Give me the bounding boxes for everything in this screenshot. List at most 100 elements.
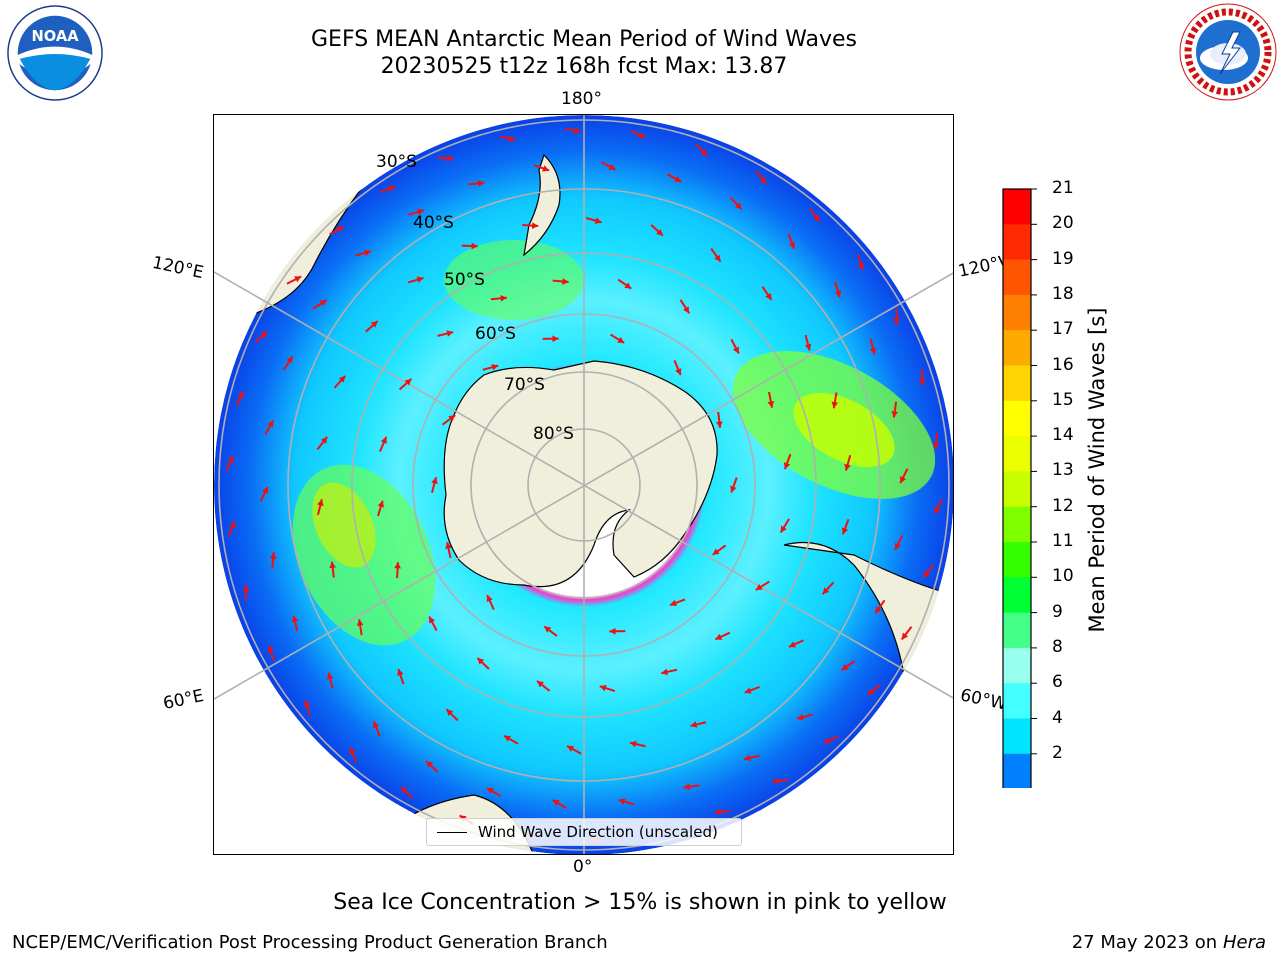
high-period-patch bbox=[793, 393, 895, 467]
polar-map bbox=[214, 115, 953, 854]
wave-arrow-head bbox=[267, 645, 275, 653]
wave-arrow-head bbox=[562, 278, 569, 285]
sea-ice-note: Sea Ice Concentration > 15% is shown in … bbox=[333, 890, 947, 915]
lat-label-80s: 80°S bbox=[533, 424, 574, 444]
wave-arrow-head bbox=[380, 436, 387, 444]
colorbar-segment bbox=[1003, 612, 1031, 649]
wave-arrow-head bbox=[336, 226, 344, 233]
wave-arrow-head bbox=[857, 263, 865, 270]
wave-arrow-head bbox=[537, 680, 544, 688]
wave-arrow-head bbox=[594, 217, 602, 224]
graticule bbox=[214, 115, 953, 854]
wave-arrow-head bbox=[294, 276, 302, 283]
wave-arrow-head bbox=[417, 208, 424, 216]
lon-label-120e: 120°E bbox=[150, 252, 206, 284]
colorbar-segment bbox=[1003, 647, 1031, 684]
chart-subtitle: 20230525 t12z 168h fcst Max: 13.87 bbox=[380, 54, 788, 79]
wave-arrow-head bbox=[599, 684, 607, 692]
wave-arrow-head bbox=[788, 241, 796, 249]
wave-arrow-head bbox=[683, 306, 690, 314]
wave-arrow-head bbox=[404, 378, 412, 386]
wave-arrow-head bbox=[260, 331, 268, 339]
wave-arrow-head bbox=[567, 745, 575, 752]
wave-arrow-head bbox=[446, 330, 454, 337]
wave-arrow-head bbox=[291, 615, 299, 623]
wave-arrow-head bbox=[624, 282, 632, 289]
wave-arrow-head bbox=[712, 548, 720, 555]
wave-arrow-head bbox=[767, 401, 775, 408]
wave-arrow-head bbox=[504, 735, 512, 742]
colorbar-segment bbox=[1003, 753, 1031, 788]
wave-arrow-head bbox=[934, 506, 941, 514]
wave-arrow-head bbox=[783, 462, 791, 470]
colorbar-segment bbox=[1003, 471, 1031, 508]
wave-arrow-head bbox=[683, 783, 691, 790]
colorbar-tick-label: 18 bbox=[1052, 283, 1074, 304]
wave-arrow-head bbox=[869, 347, 877, 355]
map-frame bbox=[213, 114, 954, 855]
wave-arrow-head bbox=[755, 583, 763, 591]
wave-arrow-head bbox=[447, 154, 454, 162]
wave-arrow-head bbox=[661, 668, 669, 676]
wave-arrow-head bbox=[356, 619, 364, 626]
wave-arrow-head bbox=[303, 700, 311, 707]
lon-label-60w: 60°W bbox=[958, 685, 1009, 715]
lon-label-60e: 60°E bbox=[161, 685, 206, 715]
colorbar-segment bbox=[1003, 542, 1031, 578]
madagascar-land bbox=[214, 761, 293, 821]
wave-arrow-head bbox=[891, 410, 899, 418]
wave-arrow-head bbox=[759, 176, 767, 184]
wave-arrow-head bbox=[609, 627, 616, 635]
wave-arrow-head bbox=[867, 688, 875, 695]
wave-arrow-head bbox=[317, 499, 324, 507]
legend-label: Wind Wave Direction (unscaled) bbox=[478, 823, 718, 841]
colorbar-tick-label: 2 bbox=[1052, 742, 1063, 763]
wave-arrow-head bbox=[429, 616, 436, 624]
wave-arrow-head bbox=[500, 295, 507, 302]
colorbar-tick-label: 20 bbox=[1052, 213, 1074, 234]
wave-arrow-head bbox=[326, 672, 334, 680]
wave-arrow-head bbox=[426, 761, 433, 768]
wave-arrow-head bbox=[370, 321, 378, 328]
wave-arrow-head bbox=[338, 375, 346, 383]
wave-arrow-head bbox=[822, 587, 830, 595]
colorbar-tick-label: 10 bbox=[1052, 566, 1074, 587]
colorbar-frame bbox=[1002, 188, 1032, 788]
chart-title: GEFS MEAN Antarctic Mean Period of Wind … bbox=[311, 27, 857, 52]
colorbar-segment bbox=[1003, 189, 1031, 225]
wave-arrow-head bbox=[486, 787, 494, 794]
colorbar-segment bbox=[1003, 577, 1031, 614]
wave-arrow-head bbox=[445, 542, 452, 549]
colorbar-tick-label: 8 bbox=[1052, 636, 1063, 657]
lon-label-180: 180° bbox=[561, 89, 602, 109]
footer-host: Hera bbox=[1222, 932, 1266, 953]
wave-arrow-head bbox=[269, 552, 277, 559]
wave-arrow-head bbox=[267, 420, 274, 428]
wave-arrow-head bbox=[329, 561, 336, 569]
colorbar-label: Mean Period of Wind Waves [s] bbox=[1085, 307, 1109, 633]
colorbar-segment bbox=[1003, 506, 1031, 543]
nws-logo bbox=[1179, 3, 1277, 101]
wave-arrow-head bbox=[416, 276, 424, 283]
wave-arrow-head bbox=[508, 135, 516, 142]
wave-arrow-head bbox=[714, 808, 722, 816]
wave-arrow-head bbox=[797, 713, 804, 721]
wave-arrow-head bbox=[552, 799, 560, 806]
footer-date-text: 27 May 2023 on bbox=[1071, 932, 1218, 953]
wave-arrow-head bbox=[893, 318, 900, 325]
wave-arrow-head bbox=[364, 249, 371, 257]
wave-arrow-head bbox=[397, 669, 404, 676]
wave-arrow-head bbox=[227, 456, 234, 464]
colorbar-tick-label: 12 bbox=[1052, 495, 1074, 516]
wave-arrow-head bbox=[617, 336, 625, 343]
wave-arrow-head bbox=[388, 185, 396, 192]
footer-date: 27 May 2023 on Hera bbox=[1072, 932, 1266, 953]
lon-label-0: 0° bbox=[573, 857, 593, 877]
meridian-60e-120w bbox=[214, 272, 953, 700]
wave-arrow-head bbox=[261, 486, 268, 494]
wave-arrow-head bbox=[824, 737, 832, 744]
colorbar-segment bbox=[1003, 718, 1031, 755]
wave-arrow-head bbox=[700, 149, 708, 157]
colorbar-tick-label: 21 bbox=[1052, 178, 1074, 198]
wave-arrow-head bbox=[690, 721, 698, 728]
